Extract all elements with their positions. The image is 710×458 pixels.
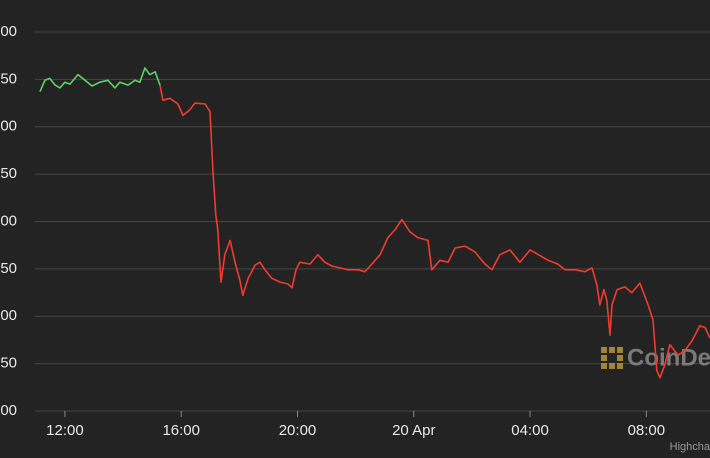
y-tick-label: 50 — [0, 260, 17, 277]
x-tick-label: 04:00 — [511, 422, 549, 439]
price-line — [39, 67, 161, 93]
y-tick-label: 50 — [0, 355, 17, 372]
y-tick-label: 00 — [0, 402, 17, 419]
credit: Highcha — [670, 441, 710, 453]
x-tick-label: 12:00 — [46, 422, 84, 439]
y-tick-label: 50 — [0, 70, 17, 87]
y-tick-label: 00 — [0, 23, 17, 40]
y-tick-label: 50 — [0, 165, 17, 182]
x-tick-label: 08:00 — [628, 422, 666, 439]
y-tick-label: 00 — [0, 118, 17, 135]
price-line — [159, 84, 710, 379]
x-tick-label: 16:00 — [162, 422, 200, 439]
y-tick-label: 00 — [0, 307, 17, 324]
x-tick-label: 20:00 — [279, 422, 317, 439]
y-tick-label: 00 — [0, 212, 17, 229]
x-tick-label: 20 Apr — [392, 422, 435, 439]
